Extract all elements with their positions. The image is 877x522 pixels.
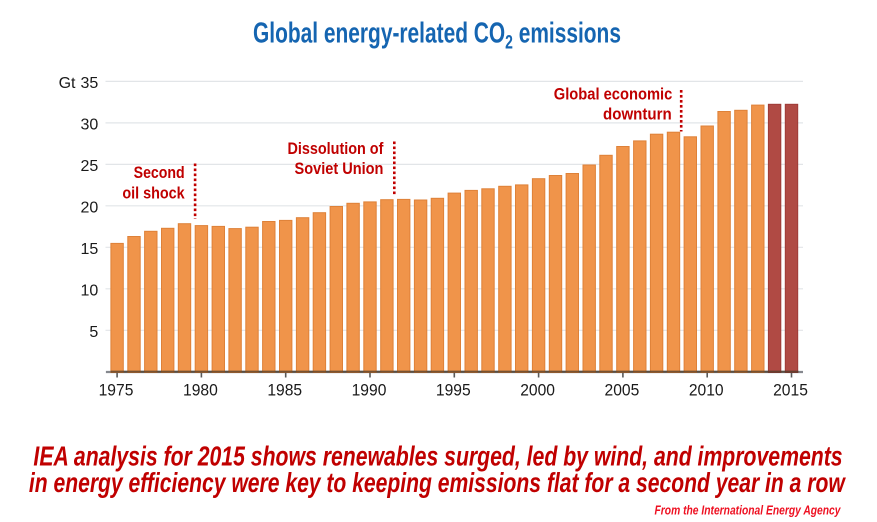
svg-text:2005: 2005 xyxy=(605,381,640,400)
svg-text:1985: 1985 xyxy=(267,381,302,400)
svg-text:downturn: downturn xyxy=(603,106,672,124)
svg-text:1990: 1990 xyxy=(352,381,387,400)
svg-text:15: 15 xyxy=(81,241,99,258)
svg-text:in energy efficiency were key: in energy efficiency were key to keeping… xyxy=(29,469,847,499)
svg-text:30: 30 xyxy=(81,117,99,134)
svg-text:IEA analysis for 2015 shows re: IEA analysis for 2015 shows renewables s… xyxy=(33,442,842,472)
svg-text:2010: 2010 xyxy=(689,381,724,400)
svg-text:35: 35 xyxy=(81,75,99,92)
svg-text:Global economic: Global economic xyxy=(554,86,673,104)
svg-text:Global energy-related CO2 emis: Global energy-related CO2 emissions xyxy=(253,18,621,54)
svg-text:oil shock: oil shock xyxy=(122,185,185,203)
svg-text:From the International Energy: From the International Energy Agency xyxy=(654,503,840,517)
svg-text:20: 20 xyxy=(81,199,99,216)
svg-text:5: 5 xyxy=(89,324,98,341)
svg-text:2000: 2000 xyxy=(520,381,555,400)
svg-text:10: 10 xyxy=(81,282,99,299)
svg-text:Second: Second xyxy=(134,164,185,182)
svg-text:Dissolution of: Dissolution of xyxy=(287,140,384,158)
svg-text:Gt: Gt xyxy=(59,75,76,92)
svg-text:1975: 1975 xyxy=(99,381,134,400)
svg-text:Soviet Union: Soviet Union xyxy=(295,160,384,178)
svg-text:1980: 1980 xyxy=(183,381,218,400)
svg-text:1995: 1995 xyxy=(436,381,471,400)
svg-text:2015: 2015 xyxy=(773,381,808,400)
svg-text:25: 25 xyxy=(81,158,99,175)
